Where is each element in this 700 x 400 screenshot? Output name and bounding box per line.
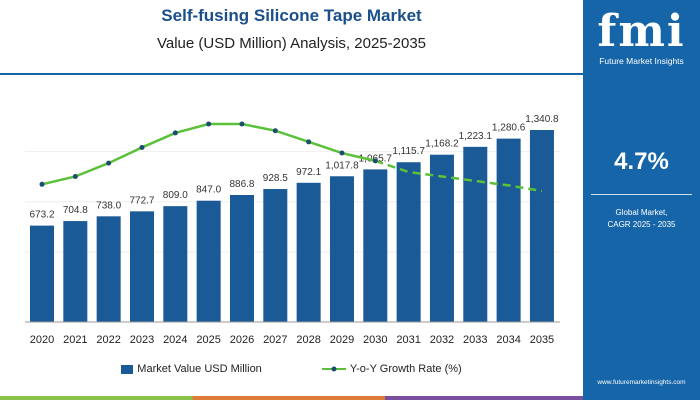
data-label: 809.0 — [163, 190, 188, 201]
bar — [463, 146, 488, 322]
bar — [529, 129, 554, 322]
fmi-logo: fmi — [597, 6, 686, 57]
x-tick-label: 2031 — [396, 334, 420, 346]
legend-label: Market Value USD Million — [137, 363, 262, 375]
growth-line-solid — [41, 122, 376, 186]
chart: 673.2 2020 704.8 2021 738.0 2022 772.7 2023 809.… — [25, 114, 560, 346]
bar — [363, 169, 388, 322]
x-tick-label: 2033 — [463, 334, 487, 346]
data-label: 847.0 — [196, 185, 221, 196]
cagr-label-1: Global Market, — [615, 208, 668, 217]
bar — [30, 225, 54, 322]
chart-subtitle: Value (USD Million) Analysis, 2025-2035 — [156, 35, 427, 52]
bar — [163, 206, 188, 322]
growth-point — [372, 158, 378, 164]
side-panel: fmi Future Market Insights 4.7% Global M… — [583, 0, 700, 400]
legend: Market Value USD Million Y-o-Y Growth Ra… — [0, 363, 583, 375]
bar-swatch — [121, 364, 134, 374]
line-swatch — [321, 366, 346, 372]
color-strip — [0, 396, 583, 400]
data-label: 704.8 — [63, 205, 88, 216]
x-tick-label: 2023 — [130, 334, 154, 346]
growth-point — [272, 128, 278, 134]
bar — [263, 189, 288, 322]
growth-point — [39, 181, 45, 187]
legend-bar: Market Value USD Million — [121, 363, 262, 375]
bar — [96, 216, 121, 322]
bar — [296, 182, 321, 322]
growth-point — [72, 173, 78, 179]
x-tick-label: 2029 — [330, 334, 354, 346]
x-tick-label: 2032 — [430, 334, 454, 346]
legend-line: Y-o-Y Growth Rate (%) — [321, 363, 462, 375]
x-tick-label: 2020 — [30, 334, 54, 346]
legend-label: Y-o-Y Growth Rate (%) — [349, 363, 462, 375]
growth-point — [172, 130, 178, 136]
cagr-value: 4.7% — [614, 148, 669, 175]
bar — [496, 138, 521, 322]
chart-title: Self-fusing Silicone Tape Market — [161, 6, 422, 25]
bar — [63, 221, 88, 322]
x-tick-label: 2026 — [230, 334, 254, 346]
website-url: www.futuremarketinsights.com — [597, 379, 686, 386]
bar — [196, 200, 221, 322]
data-label: 1,340.8 — [525, 114, 559, 125]
bar — [129, 211, 154, 322]
x-tick-label: 2030 — [363, 334, 387, 346]
growth-point — [339, 150, 345, 156]
data-label: 972.1 — [296, 167, 321, 178]
bar — [229, 195, 254, 322]
x-tick-label: 2027 — [263, 334, 287, 346]
data-label: 1,280.6 — [492, 123, 526, 134]
x-tick-label: 2035 — [530, 334, 554, 346]
x-tick-label: 2025 — [196, 334, 220, 346]
bar — [396, 162, 421, 322]
growth-point — [306, 139, 312, 145]
data-label: 673.2 — [29, 210, 54, 221]
data-label: 1,115.7 — [392, 146, 425, 157]
data-label: 1,223.1 — [459, 131, 493, 142]
data-label: 886.8 — [229, 179, 254, 190]
growth-point — [139, 144, 145, 150]
divider — [0, 73, 583, 75]
data-label: 738.0 — [96, 200, 121, 211]
growth-point — [239, 121, 245, 127]
bar — [429, 154, 454, 322]
growth-point — [106, 160, 112, 166]
logo-subtitle: Future Market Insights — [599, 56, 684, 66]
data-label: 928.5 — [263, 173, 288, 184]
data-label: 772.7 — [129, 195, 154, 206]
data-label: 1,017.8 — [325, 160, 359, 171]
bar — [329, 176, 354, 322]
x-tick-label: 2034 — [496, 334, 520, 346]
x-tick-label: 2028 — [296, 334, 320, 346]
growth-line-dashed — [374, 159, 543, 193]
cagr-label-2: CAGR 2025 - 2035 — [607, 220, 676, 229]
x-tick-label: 2024 — [163, 334, 187, 346]
data-label: 1,168.2 — [425, 139, 459, 150]
growth-point — [206, 121, 212, 127]
x-tick-label: 2021 — [63, 334, 87, 346]
divider — [591, 194, 692, 195]
x-tick-label: 2022 — [96, 334, 120, 346]
